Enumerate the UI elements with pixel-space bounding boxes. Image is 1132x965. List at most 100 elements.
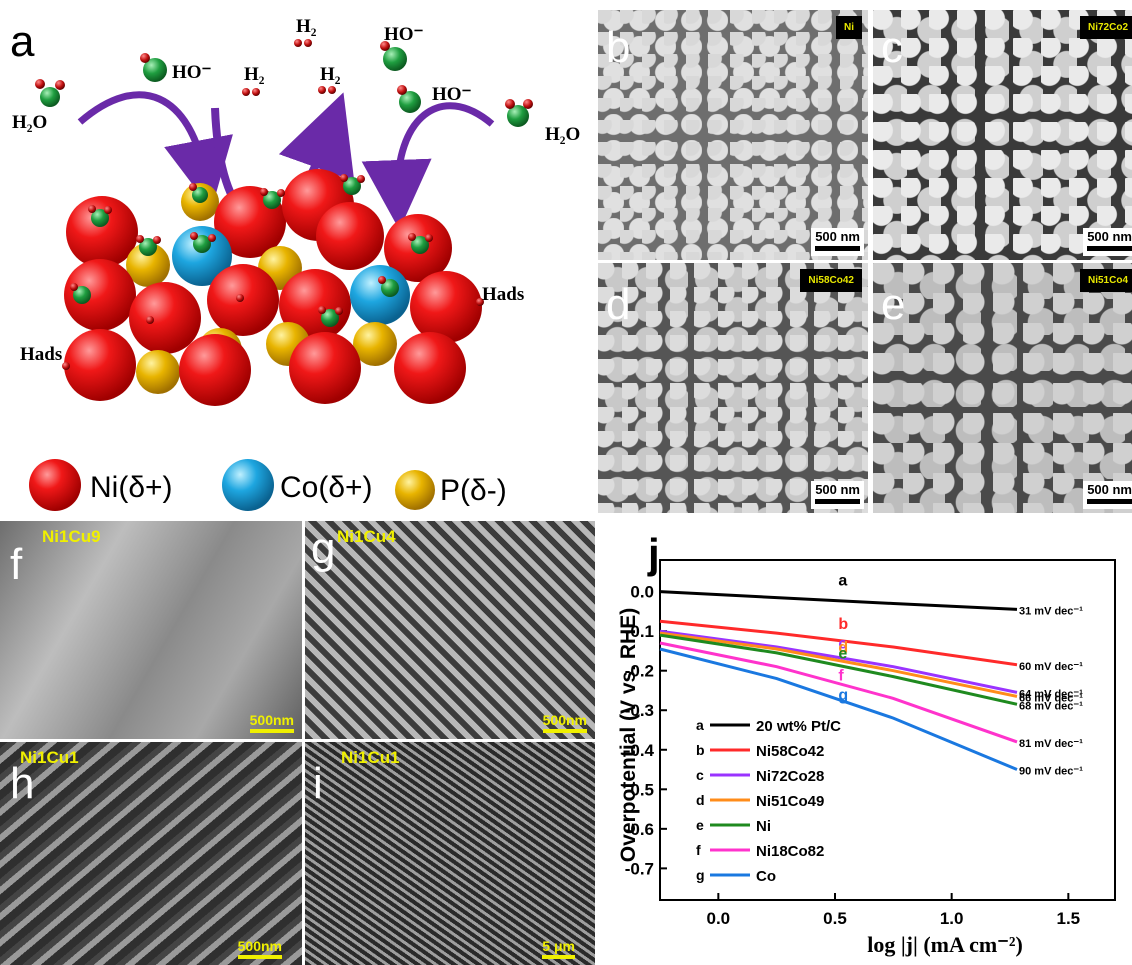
legend-letter-g: g	[696, 867, 705, 883]
scale-bar: 500nm	[249, 712, 294, 733]
y-tick-label: -0.1	[625, 622, 654, 641]
sem-letter: e	[881, 280, 906, 329]
scale-bar: 500 nm	[1083, 228, 1132, 256]
sem-letter: f	[10, 540, 23, 589]
series-line-f	[659, 641, 1018, 744]
series-group: 31 mV dec⁻¹ a 60 mV dec⁻¹ b 64 mV dec⁻¹ c 66 m…	[659, 572, 1083, 778]
label-h2-1: H₂	[244, 64, 265, 85]
sem-letter: b	[606, 23, 631, 72]
sem-panel-g: g Ni1Cu4 500nm	[305, 521, 595, 739]
legend-ni-label: Ni(δ+)	[90, 471, 173, 504]
y-axis-label: Overpotential (V vs. RHE)	[617, 608, 640, 862]
label-h2-mid: H₂	[320, 64, 341, 85]
legend-name-f: Ni18Co82	[756, 843, 824, 860]
scale-text: 500nm	[542, 712, 587, 728]
scale-text: 500nm	[249, 712, 294, 728]
sem-tag: Ni1Cu1	[20, 748, 79, 767]
panel-a-schematic: a	[10, 16, 580, 511]
scale-bar: 500nm	[237, 938, 282, 959]
series-line-c	[659, 629, 1018, 694]
slope-label-b: 60 mV dec⁻¹	[1019, 661, 1083, 673]
sem-tag: Ni1Cu4	[337, 527, 396, 546]
legend-name-c: Ni72Co28	[756, 768, 824, 785]
legend-letter-e: e	[696, 817, 704, 833]
scale-bar: 500 nm	[811, 481, 864, 509]
label-hads-left: Hads	[20, 344, 62, 365]
scale-text: 5 μm	[542, 938, 575, 954]
sem-panel-b: b Ni 500 nm	[598, 10, 868, 260]
x-tick-label: 0.5	[823, 909, 847, 928]
sem-tag: Ni51Co4	[1079, 269, 1132, 292]
atom-legend: Ni(δ+) Co(δ+) P(δ-)	[29, 459, 507, 511]
sem-panel-h: h Ni1Cu1 500nm	[0, 742, 302, 965]
y-tick-label: -0.3	[625, 701, 654, 720]
curve-letter-c: c	[838, 636, 847, 653]
sem-panel-d: d Ni58Co42 500 nm	[598, 263, 868, 513]
legend-co-swatch	[222, 459, 274, 511]
label-h2o-right: H₂O	[545, 124, 580, 145]
sem-tag: Ni72Co2	[1079, 16, 1132, 39]
x-tick-label: 1.0	[940, 909, 964, 928]
legend-letter-f: f	[696, 842, 701, 858]
scale-text: 500 nm	[1087, 482, 1132, 497]
plot-frame	[659, 559, 1116, 901]
slope-label-c: 64 mV dec⁻¹	[1019, 688, 1083, 700]
legend-letter-d: d	[696, 792, 705, 808]
slope-label-g: 90 mV dec⁻¹	[1019, 766, 1083, 778]
curve-letter-g: g	[838, 687, 848, 704]
label-ho-1: HO⁻	[172, 62, 212, 83]
legend-name-g: Co	[756, 868, 776, 885]
scale-bar: 500 nm	[1083, 481, 1132, 509]
panel-a-letter: a	[10, 17, 35, 66]
sem-letter: i	[313, 759, 323, 808]
sem-tag: Ni58Co42	[800, 269, 862, 292]
sem-panel-f: f Ni1Cu9 500nm	[0, 521, 302, 739]
series-line-a	[659, 590, 1018, 611]
series-line-g	[659, 647, 1018, 771]
sem-letter: g	[311, 524, 336, 573]
atom-layer-middle	[64, 226, 482, 354]
x-tick-label: 0.0	[707, 909, 731, 928]
series-line-d	[659, 631, 1018, 698]
label-h2o-left: H₂O	[12, 112, 47, 133]
sem-tag: Ni1Cu1	[341, 748, 400, 767]
legend-letter-c: c	[696, 767, 704, 783]
sem-tag: Ni1Cu9	[42, 527, 101, 546]
curve-letter-d: d	[838, 640, 848, 657]
slope-label-d: 66 mV dec⁻¹	[1019, 692, 1083, 704]
y-tick-label: -0.6	[625, 820, 654, 839]
sem-panel-c: c Ni72Co2 500 nm	[873, 10, 1132, 260]
slope-label-a: 31 mV dec⁻¹	[1019, 605, 1083, 617]
series-line-e	[659, 633, 1018, 706]
scale-text: 500 nm	[815, 482, 860, 497]
legend-co-label: Co(δ+)	[280, 471, 373, 504]
scale-bar: 500nm	[542, 712, 587, 733]
sem-letter: h	[10, 759, 35, 808]
y-tick-label: -0.7	[625, 859, 654, 878]
label-ho-right: HO⁻	[432, 84, 472, 105]
y-tick-label: -0.5	[625, 780, 654, 799]
panel-j-letter: j	[647, 530, 660, 577]
scale-bar: 500 nm	[811, 228, 864, 256]
scale-text: 500 nm	[815, 229, 860, 244]
curve-letter-e: e	[838, 646, 847, 663]
sem-letter: c	[881, 23, 903, 72]
legend-name-d: Ni51Co49	[756, 793, 824, 810]
legend-letter-a: a	[696, 717, 704, 733]
legend-ni-swatch	[29, 459, 81, 511]
chart-legend: a 20 wt% Pt/C b Ni58Co42 c Ni72Co28 d Ni51Co49 e…	[696, 717, 841, 885]
sem-panel-i: i Ni1Cu1 5 μm	[305, 742, 595, 965]
slope-label-f: 81 mV dec⁻¹	[1019, 738, 1083, 750]
adsorbed-molecules	[35, 39, 533, 370]
x-axis-label: log |j| (mA cm⁻²)	[867, 932, 1023, 957]
series-line-b	[659, 619, 1018, 667]
y-tick-label: 0.0	[630, 583, 654, 602]
atom-layer-front	[64, 322, 466, 406]
legend-name-a: 20 wt% Pt/C	[756, 718, 841, 735]
label-hads-right: Hads	[482, 284, 524, 305]
scale-text: 500nm	[237, 938, 282, 954]
scale-text: 500 nm	[1087, 229, 1132, 244]
legend-p-label: P(δ-)	[440, 474, 507, 507]
arrow-left-curve	[77, 91, 233, 210]
curve-letter-b: b	[838, 616, 848, 633]
